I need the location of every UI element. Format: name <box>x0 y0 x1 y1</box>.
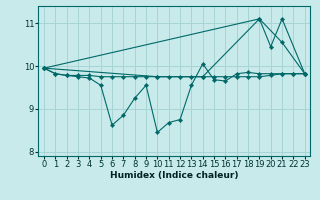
X-axis label: Humidex (Indice chaleur): Humidex (Indice chaleur) <box>110 171 239 180</box>
